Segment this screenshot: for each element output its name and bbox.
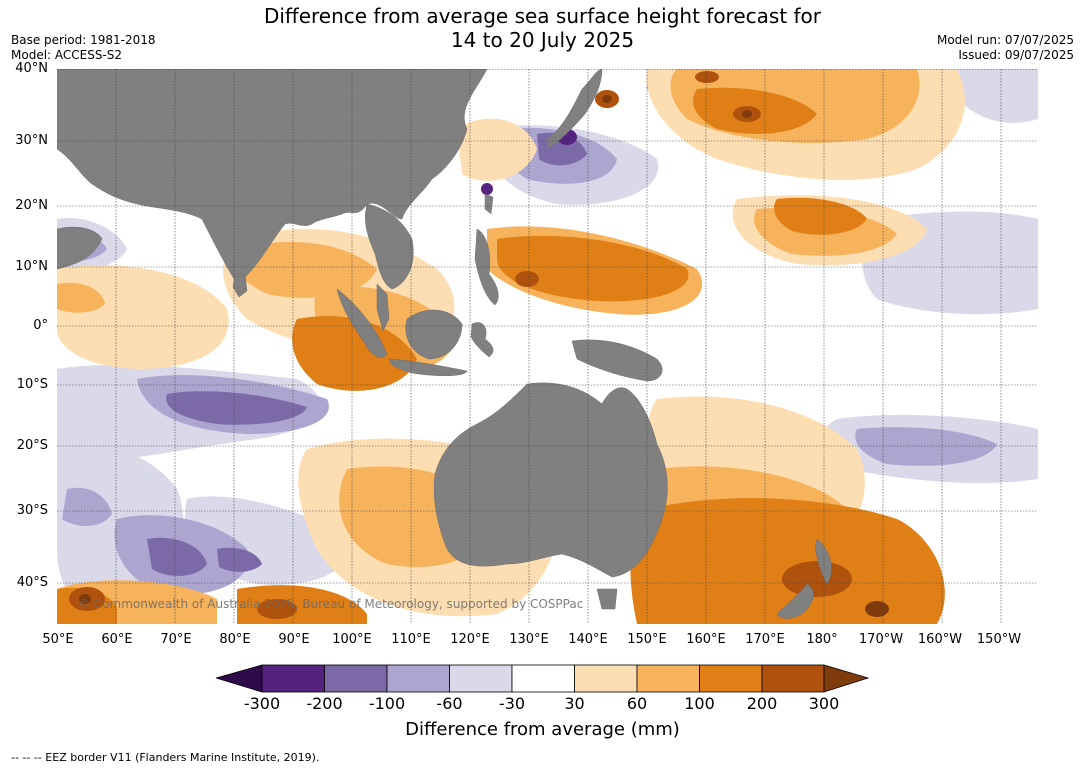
colorbar-bin <box>511 664 575 693</box>
lat-label: 10°N <box>15 259 48 274</box>
lon-label: 160°W <box>917 632 963 647</box>
model-run: Model run: 07/07/2025 <box>936 33 1074 47</box>
lat-label: 20°S <box>16 438 48 453</box>
colorbar-bin <box>636 664 700 693</box>
map-title: Difference from average sea surface heig… <box>0 4 1085 52</box>
land-taiwan <box>484 193 494 215</box>
lon-label: 140°E <box>568 632 608 647</box>
lon-label: 150°E <box>627 632 667 647</box>
sea-height-map <box>57 69 1038 624</box>
colorbar-bin <box>261 664 325 693</box>
lon-label: 50°E <box>42 632 74 647</box>
colorbar-tick: -300 <box>243 694 281 713</box>
copyright-credit: © Commonwealth of Australia 2025, Bureau… <box>78 597 584 611</box>
anomaly-neg-100 <box>147 132 587 576</box>
colorbar-bin <box>761 664 825 693</box>
colorbar-tick: -100 <box>368 694 406 713</box>
land-japan <box>546 69 603 150</box>
title-line-1: Difference from average sea surface heig… <box>263 4 822 28</box>
colorbar-tick: 60 <box>626 694 648 713</box>
lon-label: 100°E <box>332 632 372 647</box>
anomaly-pos-300 <box>79 95 889 617</box>
base-period: Base period: 1981-2018 <box>11 33 156 47</box>
land-asia <box>57 69 488 285</box>
lon-label: 60°E <box>101 632 133 647</box>
lon-label: 150°W <box>976 632 1022 647</box>
colorbar-tick: -60 <box>436 694 463 713</box>
land <box>57 69 832 619</box>
graticule <box>57 69 1038 624</box>
lat-label: 40°S <box>16 575 48 590</box>
colorbar <box>216 664 870 693</box>
lat-label: 30°N <box>15 133 48 148</box>
colorbar-bin <box>574 664 638 693</box>
lon-label: 170°W <box>858 632 904 647</box>
colorbar-tick: 100 <box>684 694 715 713</box>
colorbar-title: Difference from average (mm) <box>405 719 680 740</box>
lon-label: 180° <box>806 632 838 647</box>
colorbar-bin <box>699 664 763 693</box>
lat-label: 30°S <box>16 503 48 518</box>
land-sulawesi <box>470 322 494 358</box>
land-arabia <box>57 226 103 270</box>
colorbar-high-arrow <box>823 664 870 693</box>
land-borneo <box>405 309 463 360</box>
land-sri-lanka <box>232 273 248 298</box>
colorbar-low-arrow <box>216 664 263 693</box>
land-sumatra <box>336 288 388 358</box>
colorbar-tick: -200 <box>306 694 343 713</box>
lat-label: 40°N <box>15 61 48 76</box>
lon-label: 80°E <box>219 632 251 647</box>
land-australia <box>433 382 668 578</box>
land-indochina <box>365 203 414 290</box>
land-new-zealand-north <box>814 538 832 585</box>
land-new-guinea <box>571 339 663 382</box>
eez-footnote: -- -- -- EEZ border V11 (Flanders Marine… <box>11 751 320 764</box>
lon-label: 90°E <box>278 632 310 647</box>
issued-date: Issued: 09/07/2025 <box>958 48 1074 62</box>
lon-label: 130°E <box>509 632 549 647</box>
land-java <box>388 358 468 376</box>
colorbar-bin <box>324 664 388 693</box>
colorbar-bin <box>386 664 450 693</box>
lon-label: 110°E <box>391 632 431 647</box>
meta-right: Model run: 07/07/2025 Issued: 09/07/2025 <box>937 33 1074 63</box>
model-name: Model: ACCESS-S2 <box>11 48 123 62</box>
anomaly-pos-100 <box>57 87 945 624</box>
lon-label: 120°E <box>450 632 490 647</box>
lon-label: 170°E <box>745 632 785 647</box>
land-malay <box>376 283 390 332</box>
lat-label: 20°N <box>15 198 48 213</box>
lat-label: 10°S <box>16 377 48 392</box>
colorbar-tick: -30 <box>498 694 526 713</box>
meta-left: Base period: 1981-2018 Model: ACCESS-S2 <box>11 33 156 63</box>
lon-label: 70°E <box>160 632 192 647</box>
colorbar-tick: 200 <box>746 694 778 713</box>
lon-label: 160°E <box>686 632 726 647</box>
colorbar-bin <box>449 664 513 693</box>
land-new-zealand-south <box>776 583 814 619</box>
colorbar-tick: 300 <box>808 694 840 713</box>
lat-label: 0° <box>33 318 48 333</box>
title-line-2: 14 to 20 July 2025 <box>450 28 635 52</box>
land-tasmania <box>596 588 618 610</box>
colorbar-tick: 30 <box>564 694 585 713</box>
